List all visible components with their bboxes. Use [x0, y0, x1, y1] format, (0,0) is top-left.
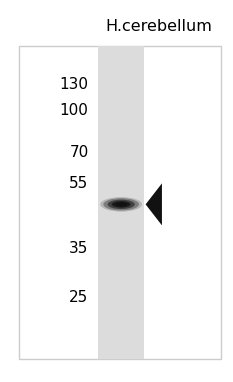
Ellipse shape — [100, 197, 142, 212]
Text: 25: 25 — [69, 290, 89, 306]
Text: 55: 55 — [69, 176, 89, 191]
Ellipse shape — [112, 201, 131, 208]
Ellipse shape — [115, 202, 127, 206]
Text: H.cerebellum: H.cerebellum — [105, 19, 212, 34]
Ellipse shape — [107, 200, 135, 209]
Ellipse shape — [103, 198, 139, 210]
Text: 100: 100 — [60, 103, 89, 118]
Text: 70: 70 — [69, 145, 89, 160]
FancyBboxPatch shape — [98, 46, 144, 359]
FancyBboxPatch shape — [19, 46, 221, 359]
Polygon shape — [146, 183, 162, 225]
Text: 130: 130 — [60, 76, 89, 92]
Text: 35: 35 — [69, 241, 89, 256]
